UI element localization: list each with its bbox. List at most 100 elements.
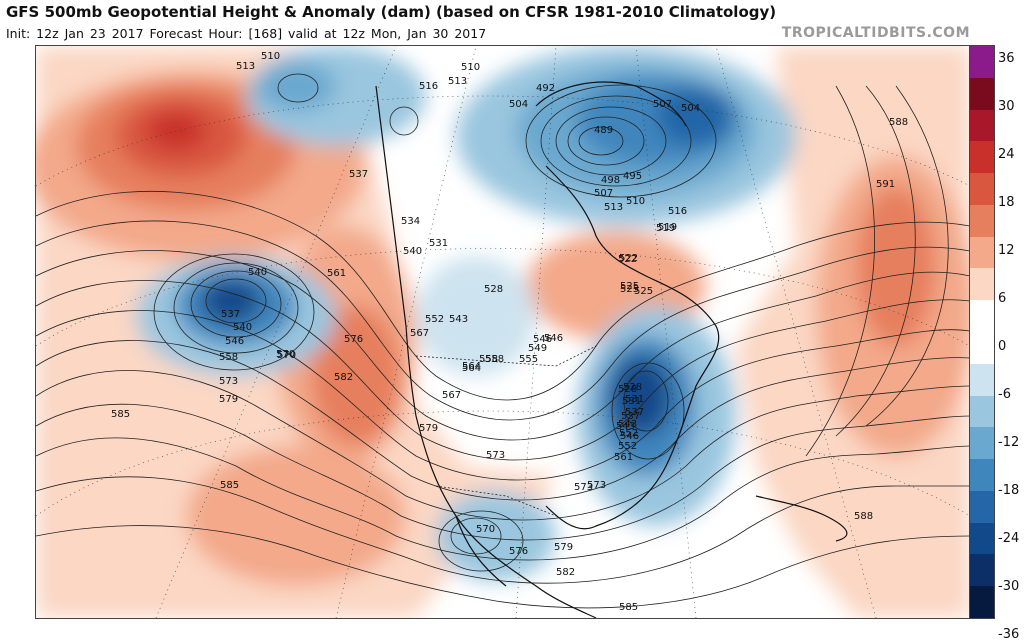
height-label: 567 xyxy=(442,390,461,401)
height-label: 570 xyxy=(476,524,495,535)
height-label: 516 xyxy=(419,81,438,92)
colorbar-tick-label: -30 xyxy=(998,579,1020,594)
height-label: 489 xyxy=(594,125,613,136)
colorbar-tick-label: 36 xyxy=(998,51,1015,66)
colorbar-tick-label: -18 xyxy=(998,483,1020,498)
height-label: 525 xyxy=(620,284,639,295)
height-label: 585 xyxy=(220,480,239,491)
anomaly-shading xyxy=(36,46,970,618)
colorbar-segment xyxy=(970,586,994,619)
height-label: 528 xyxy=(484,284,503,295)
height-label: 543 xyxy=(618,419,637,430)
height-label: 558 xyxy=(219,352,238,363)
height-label: 540 xyxy=(233,322,252,333)
height-label: 516 xyxy=(668,206,687,217)
height-label: 531 xyxy=(622,396,641,407)
height-label: 579 xyxy=(554,542,573,553)
height-label: 570 xyxy=(277,350,296,361)
height-label: 513 xyxy=(448,76,467,87)
colorbar xyxy=(969,45,995,619)
height-label: 576 xyxy=(344,334,363,345)
height-label: 576 xyxy=(509,546,528,557)
colorbar-segment xyxy=(970,363,994,397)
height-label: 537 xyxy=(221,309,240,320)
colorbar-segment xyxy=(970,554,994,587)
colorbar-tick-label: 24 xyxy=(998,147,1015,162)
height-label: 528 xyxy=(618,384,637,395)
height-label: 543 xyxy=(449,314,468,325)
height-label: 510 xyxy=(261,51,280,62)
coastlines xyxy=(375,81,848,618)
height-labels: 510 513 510 516 513 504 492 507 504 489 … xyxy=(111,51,908,613)
height-label: 531 xyxy=(625,394,644,405)
height-label: 591 xyxy=(876,179,895,190)
height-label: 513 xyxy=(604,202,623,213)
height-label: 552 xyxy=(618,441,637,452)
height-label: 579 xyxy=(219,394,238,405)
height-label: 579 xyxy=(419,423,438,434)
height-label: 582 xyxy=(334,372,353,383)
height-label: 588 xyxy=(889,117,908,128)
height-label: 573 xyxy=(574,482,593,493)
height-label: 573 xyxy=(219,376,238,387)
height-label: 510 xyxy=(461,62,480,73)
height-label: 552 xyxy=(425,314,444,325)
colorbar-segment xyxy=(970,300,994,333)
height-label: 546 xyxy=(225,336,244,347)
colorbar-segment xyxy=(970,236,994,269)
colorbar-segment xyxy=(970,522,994,555)
height-label: 528 xyxy=(623,382,642,393)
height-label: 495 xyxy=(623,171,642,182)
height-label: 540 xyxy=(248,267,267,278)
height-label: 543 xyxy=(616,421,635,432)
height-label: 540 xyxy=(403,246,422,257)
height-label: 498 xyxy=(601,175,620,186)
colorbar-tick-label: 6 xyxy=(998,291,1007,306)
height-label: 519 xyxy=(658,222,677,233)
height-label: 585 xyxy=(619,602,638,613)
colorbar-tick-label: -6 xyxy=(998,387,1011,402)
colorbar-segment xyxy=(970,490,994,524)
height-label: 546 xyxy=(533,334,552,345)
height-label: 558 xyxy=(479,354,498,365)
height-label: 588 xyxy=(854,511,873,522)
height-label: 561 xyxy=(327,268,346,279)
height-contours xyxy=(36,73,970,609)
chart-title: GFS 500mb Geopotential Height & Anomaly … xyxy=(6,3,777,21)
colorbar-segment xyxy=(970,109,994,142)
run-info: Init: 12z Jan 23 2017 Forecast Hour: [16… xyxy=(6,26,487,41)
height-label: 582 xyxy=(556,567,575,578)
height-label: 507 xyxy=(594,188,613,199)
colorbar-segment xyxy=(970,427,994,460)
colorbar-tick-label: -24 xyxy=(998,531,1020,546)
height-label: 510 xyxy=(626,196,645,207)
height-label: 534 xyxy=(401,216,420,227)
height-label: 570 xyxy=(276,349,295,360)
height-label: 537 xyxy=(349,169,368,180)
colorbar-segment xyxy=(970,77,994,111)
height-label: 492 xyxy=(536,83,555,94)
height-label: 573 xyxy=(486,450,505,461)
colorbar-tick-label: 0 xyxy=(998,339,1007,354)
height-label: 555 xyxy=(519,354,538,365)
colorbar-segment xyxy=(970,268,994,301)
height-label: 522 xyxy=(619,253,638,264)
height-label: 549 xyxy=(528,343,547,354)
anomaly-map: 510 513 510 516 513 504 492 507 504 489 … xyxy=(35,45,971,619)
height-label: 537 xyxy=(625,407,644,418)
colorbar-segment xyxy=(970,395,994,428)
height-label: 531 xyxy=(429,238,448,249)
height-label: 567 xyxy=(410,328,429,339)
height-label: 504 xyxy=(509,99,528,110)
height-label: 513 xyxy=(236,61,255,72)
height-label: 585 xyxy=(111,409,130,420)
colorbar-segment xyxy=(970,173,994,206)
height-label: 564 xyxy=(462,361,481,372)
colorbar-tick-label: 18 xyxy=(998,195,1015,210)
height-label: 507 xyxy=(653,99,672,110)
colorbar-segment xyxy=(970,332,994,365)
map-canvas: 510 513 510 516 513 504 492 507 504 489 … xyxy=(36,46,970,618)
colorbar-segment xyxy=(970,141,994,174)
colorbar-segment xyxy=(970,204,994,238)
graticule xyxy=(36,46,970,618)
